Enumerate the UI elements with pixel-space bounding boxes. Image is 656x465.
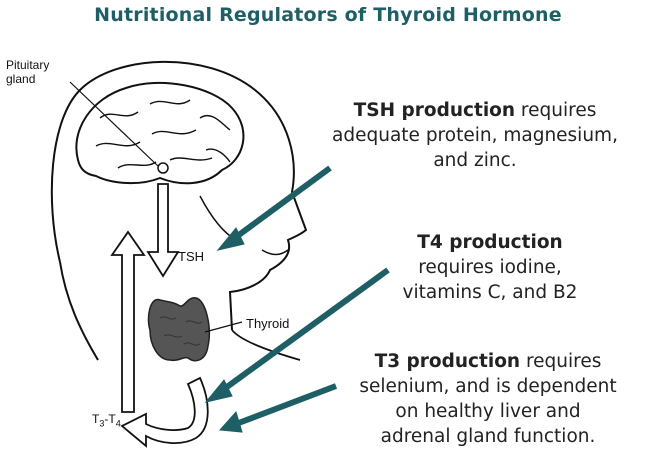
head-outline <box>50 60 308 331</box>
t4-note-heading: T4 production <box>370 230 610 255</box>
t3-note-line2: selenium, and is dependent <box>359 376 617 397</box>
jaw-line <box>199 195 237 241</box>
tsh-note-heading: TSH production <box>353 100 516 121</box>
tsh-note-line1-rest: requires <box>515 100 597 121</box>
t3-teal-arrowhead <box>218 410 243 433</box>
pituitary-dot <box>157 162 169 174</box>
neck-back <box>59 261 99 361</box>
diagram-title: Nutritional Regulators of Thyroid Hormon… <box>94 4 562 26</box>
t4-note-line3: vitamins C, and B2 <box>402 282 578 303</box>
t4-note-heading-text: T4 production <box>417 232 563 253</box>
tsh-teal-arrow <box>230 165 332 243</box>
t3t4-loop-arrow <box>120 376 209 448</box>
pituitary-pointer <box>69 81 159 167</box>
shoulder-line <box>231 329 301 361</box>
t3-t4-label-dash: -T <box>104 412 116 426</box>
tsh-note-line3: and zinc. <box>433 150 517 171</box>
chin-line <box>261 249 289 256</box>
brain-folds <box>95 99 231 169</box>
t3-t4-label-t: T <box>92 412 100 426</box>
t3-t4-label-sub4: 4 <box>115 418 121 429</box>
thyroid-texture <box>159 316 203 346</box>
t3-note: T3 production requires selenium, and is … <box>326 349 650 449</box>
tsh-teal-arrowhead <box>216 227 245 251</box>
t3-t4-label: T3-T4 <box>92 412 121 428</box>
t3-note-heading: T3 production <box>374 351 521 372</box>
pituitary-label-line2: gland <box>6 72 36 86</box>
thyroid-gland <box>147 297 210 362</box>
t3-note-line1: T3 production requires <box>326 349 650 374</box>
t3-teal-arrow <box>234 383 338 427</box>
feedback-up-arrow <box>110 230 146 413</box>
t4-note-line2: requires iodine, <box>418 257 562 278</box>
t3-note-line4: adrenal gland function. <box>380 426 596 447</box>
thyroid-pointer <box>204 321 243 333</box>
tsh-note-line1: TSH production requires <box>300 98 650 123</box>
pituitary-label: Pituitary gland <box>6 58 49 86</box>
t4-teal-arrow <box>218 267 390 395</box>
tsh-label: TSH <box>178 249 204 264</box>
brain <box>75 81 245 185</box>
t4-note: T4 production requires iodine, vitamins … <box>370 230 610 305</box>
thyroid-label: Thyroid <box>246 316 290 331</box>
t3-note-line3: on healthy liver and <box>395 401 581 422</box>
tsh-down-arrow <box>146 183 180 278</box>
tsh-note-line2: adequate protein, magnesium, <box>332 125 618 146</box>
pituitary-label-line1: Pituitary <box>6 58 50 72</box>
t3-note-line1-rest: requires <box>520 351 602 372</box>
t3-t4-label-sub3: 3 <box>99 418 105 429</box>
t4-teal-arrowhead <box>204 379 233 403</box>
teal-arrows <box>204 165 390 433</box>
tsh-note: TSH production requires adequate protein… <box>300 98 650 173</box>
